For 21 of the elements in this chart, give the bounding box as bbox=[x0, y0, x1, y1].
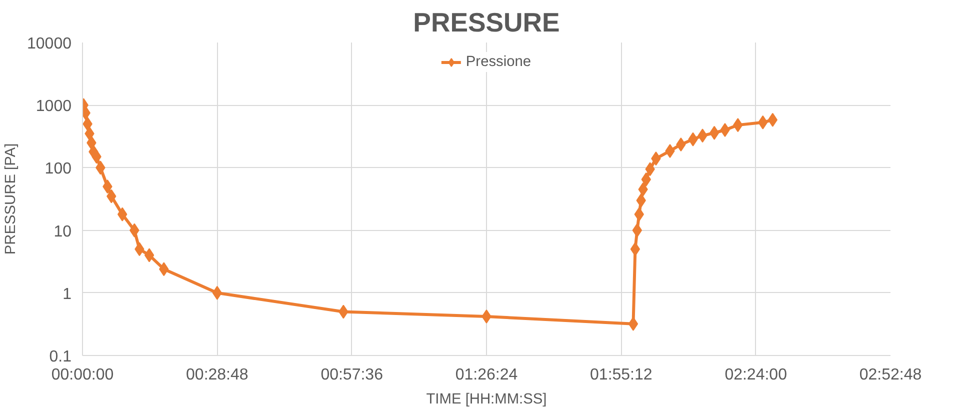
y-tick-label: 10 bbox=[54, 223, 72, 240]
y-tick-label: 100 bbox=[44, 160, 72, 178]
y-tick-label: 1 bbox=[62, 286, 72, 303]
x-tick-label: 00:00:00 bbox=[51, 366, 114, 384]
point bbox=[630, 242, 640, 256]
point bbox=[628, 316, 638, 331]
legend-label: Pressione bbox=[466, 54, 532, 70]
point bbox=[144, 248, 154, 262]
chart-title: PRESSURE bbox=[413, 8, 560, 38]
y-tick-label: 0.1 bbox=[49, 348, 72, 366]
x-tick-label: 00:28:48 bbox=[186, 366, 248, 384]
y-tick-label: 10000 bbox=[27, 36, 72, 52]
y-axis-title: PRESSURE [PA] bbox=[3, 143, 20, 255]
x-axis-title: TIME [HH:MM:SS] bbox=[426, 392, 547, 408]
point bbox=[709, 126, 720, 140]
x-tick-label: 02:52:48 bbox=[859, 366, 922, 384]
x-tick-label: 00:57:36 bbox=[320, 366, 384, 384]
x-tick-label: 02:24:00 bbox=[724, 366, 788, 384]
x-tick-label: 01:55:12 bbox=[590, 366, 652, 384]
x-tick-label: 01:26:24 bbox=[455, 366, 518, 384]
y-tick-label: 1000 bbox=[36, 98, 72, 116]
